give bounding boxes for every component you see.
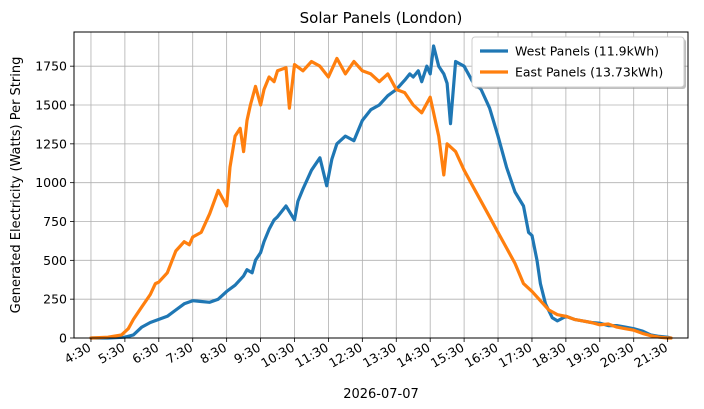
y-tick-label: 500 <box>43 253 67 268</box>
y-tick-label: 250 <box>43 292 67 307</box>
legend-label-west: West Panels (11.9kWh) <box>515 44 659 59</box>
y-tick-label: 1000 <box>35 175 67 190</box>
legend: West Panels (11.9kWh) East Panels (13.73k… <box>471 36 686 89</box>
legend-label-east: East Panels (13.73kWh) <box>515 65 663 80</box>
y-tick-label: 0 <box>59 331 67 346</box>
y-tick-label: 750 <box>43 214 67 229</box>
legend-box <box>471 36 685 88</box>
y-axis-label: Generated Electricity (Watts) Per String <box>9 57 24 314</box>
plot-frame <box>73 31 689 339</box>
x-axis-label: 2026-07-07 <box>343 387 419 402</box>
y-tick-label: 1750 <box>35 59 67 74</box>
chart-title: Solar Panels (London) <box>300 9 463 27</box>
y-tick-label: 1500 <box>35 98 67 113</box>
series-lines <box>89 44 673 340</box>
series-line-east <box>89 56 673 340</box>
y-tick-label: 1250 <box>35 136 67 151</box>
series-line-west <box>89 44 673 340</box>
